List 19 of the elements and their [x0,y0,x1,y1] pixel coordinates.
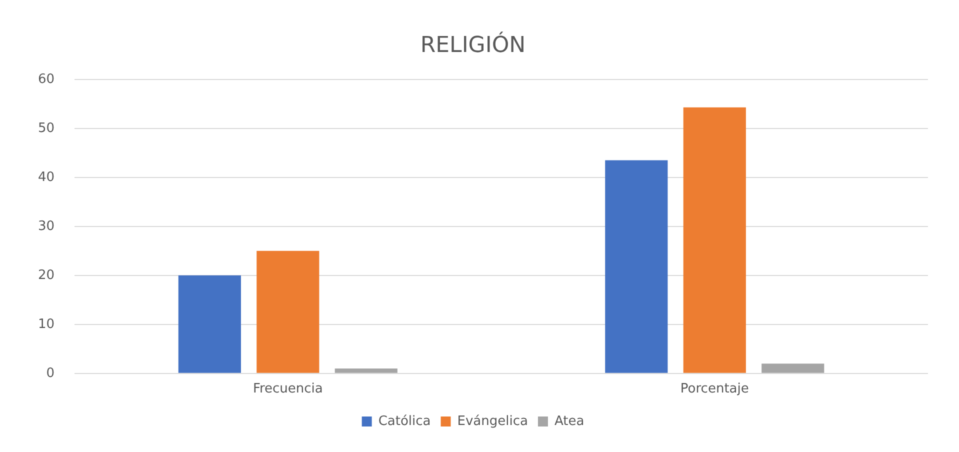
bar [334,368,398,373]
y-tick-label: 40 [38,170,55,185]
y-tick-label: 20 [38,268,55,283]
legend-label: Evángelica [457,414,528,429]
y-tick-label: 50 [38,120,55,136]
y-tick-label: 10 [38,316,55,332]
bar [178,275,241,373]
y-tick-label: 30 [38,218,55,234]
x-tick-label: Frecuencia [252,382,323,397]
y-tick-label: 0 [46,366,55,381]
legend-label: Atea [554,414,584,429]
legend-label: Católica [378,414,431,429]
bar [683,107,746,373]
y-tick-label: 60 [38,72,55,87]
bar [762,364,824,373]
bar [605,160,668,373]
chart-title: RELIGIÓN [420,30,526,58]
bar [256,250,320,373]
x-tick-label: Porcentaje [680,382,749,397]
